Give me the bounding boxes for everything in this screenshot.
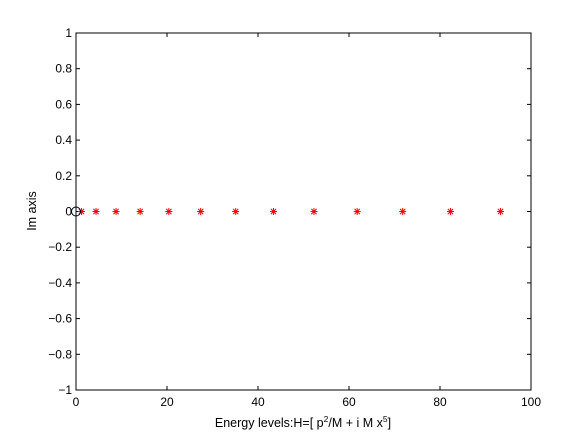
x-tick-label: 40	[251, 395, 265, 409]
data-point-asterisk	[197, 208, 205, 215]
y-tick-label: −0.8	[48, 347, 72, 361]
y-tick-label: 0.4	[55, 133, 72, 147]
y-tick-label: 0.8	[55, 62, 72, 76]
x-tick-label: 20	[160, 395, 174, 409]
data-point-asterisk	[232, 208, 240, 215]
plot-area	[76, 33, 531, 390]
y-tick-label: −0.6	[48, 312, 72, 326]
y-axis-label: Im axis	[25, 191, 39, 231]
data-point-asterisk	[399, 208, 407, 215]
y-tick-label: 0.6	[55, 97, 72, 111]
data-point-asterisk	[77, 208, 85, 215]
y-tick-label: 0.2	[55, 169, 72, 183]
y-tick-label: −1	[58, 383, 72, 397]
data-point-asterisk	[165, 208, 173, 215]
data-point-asterisk	[269, 208, 277, 215]
data-point-asterisk	[92, 208, 100, 215]
data-point-asterisk	[136, 208, 144, 215]
x-tick-label: 80	[433, 395, 447, 409]
y-tick-label: −0.2	[48, 240, 72, 254]
x-axis-label: Energy levels:H=[ p2/M + i M x5]	[215, 414, 391, 430]
markers	[71, 206, 505, 217]
ticks: 0 20 40 60 80 100 −1 −0.8 −0.6 −0.4 −0.2 0 0.2 0.4 0.6…	[48, 26, 541, 409]
axes-box	[75, 32, 532, 391]
x-tick-label: 0	[73, 395, 80, 409]
x-tick-label: 60	[342, 395, 356, 409]
y-tick-label: −0.4	[48, 276, 72, 290]
data-point-asterisk	[353, 208, 361, 215]
x-tick-label: 100	[521, 395, 541, 409]
y-tick-label: 1	[65, 26, 72, 40]
y-tick-label: 0	[65, 205, 72, 219]
data-point-asterisk	[497, 208, 505, 215]
data-point-asterisk	[112, 208, 120, 215]
data-point-asterisk	[446, 208, 454, 215]
data-point-asterisk	[310, 208, 318, 215]
